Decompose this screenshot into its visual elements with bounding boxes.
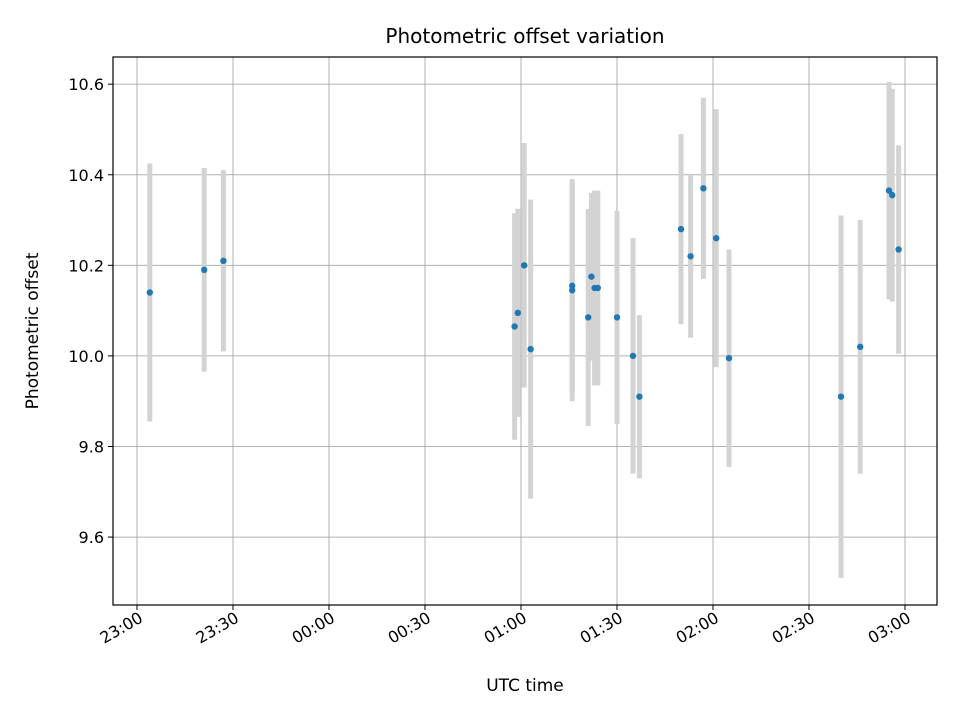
y-tick-label: 10.2: [68, 256, 104, 275]
data-point: [636, 393, 643, 400]
data-point: [700, 185, 707, 192]
y-axis-ticks: 9.6 9.8 10.0 10.2 10.4 10.6: [68, 75, 113, 547]
data-point: [569, 282, 576, 289]
data-point: [837, 393, 845, 400]
x-axis-ticks: 23:00 23:30 00:00 00:30 01:00 01:30 02:00 02:30…: [97, 605, 914, 648]
x-tick-label: 01:00: [481, 608, 530, 648]
data-point: [677, 225, 685, 233]
x-tick-label: 00:00: [289, 608, 338, 648]
x-tick-label: 02:30: [769, 608, 818, 648]
data-point: [201, 266, 208, 274]
error-bars: [147, 81, 902, 578]
x-tick-label: 02:00: [673, 608, 722, 648]
data-point: [613, 314, 621, 321]
x-tick-label: 00:30: [385, 608, 434, 648]
y-tick-label: 10.4: [68, 166, 104, 185]
x-tick-label: 23:00: [97, 608, 146, 648]
data-point: [885, 187, 893, 194]
data-point: [713, 234, 720, 242]
data-point: [585, 314, 592, 321]
y-tick-label: 10.0: [68, 347, 104, 366]
y-axis-title: Photometric offset: [23, 252, 43, 409]
y-tick-label: 10.6: [68, 75, 104, 94]
y-tick-label: 9.6: [79, 528, 104, 547]
chart-title: Photometric offset variation: [385, 24, 664, 48]
data-point: [588, 273, 595, 280]
y-tick-label: 9.8: [79, 437, 104, 456]
x-tick-label: 23:30: [193, 608, 242, 648]
data-point: [725, 354, 733, 362]
data-point: [687, 253, 694, 260]
data-point: [889, 191, 896, 199]
data-point: [514, 309, 521, 317]
data-point: [521, 262, 528, 269]
data-point: [569, 287, 576, 294]
x-tick-label: 01:30: [577, 608, 626, 648]
data-points: [146, 185, 902, 400]
x-axis-title: UTC time: [486, 676, 564, 696]
data-point: [220, 257, 227, 265]
data-point: [594, 284, 601, 292]
x-tick-label: 03:00: [865, 608, 914, 648]
data-point: [857, 343, 864, 351]
data-point: [527, 345, 534, 353]
data-point: [629, 352, 637, 360]
data-point: [895, 246, 902, 253]
plot-area: [112, 56, 938, 606]
data-point: [511, 323, 518, 330]
data-point: [146, 289, 153, 296]
